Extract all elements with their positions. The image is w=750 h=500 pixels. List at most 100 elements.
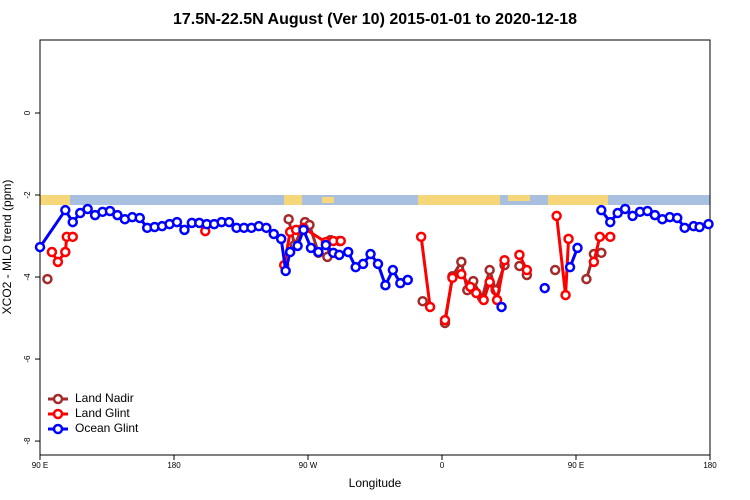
point xyxy=(305,242,317,254)
point xyxy=(74,207,86,219)
point xyxy=(447,272,458,284)
land-mask-band xyxy=(40,195,710,205)
point xyxy=(549,264,561,276)
point xyxy=(223,216,235,228)
point xyxy=(60,204,71,216)
point xyxy=(642,205,653,217)
chart-title: 17.5N-22.5N August (Ver 10) 2015-01-01 t… xyxy=(173,11,577,28)
point xyxy=(581,273,592,285)
y-tick-label: 0 xyxy=(23,110,32,115)
y-axis-label: XCO2 - MLO trend (ppm) xyxy=(0,180,14,315)
point xyxy=(604,216,616,228)
point xyxy=(551,210,562,222)
point xyxy=(372,258,384,270)
legend-marker xyxy=(52,408,64,420)
point xyxy=(365,248,376,260)
point xyxy=(402,274,414,286)
point xyxy=(171,216,183,228)
point xyxy=(320,239,332,251)
point xyxy=(42,273,53,285)
point xyxy=(335,235,347,247)
point xyxy=(694,221,705,233)
point xyxy=(179,224,190,236)
point xyxy=(491,294,503,306)
point xyxy=(612,207,623,219)
point xyxy=(679,222,690,234)
y-tick-label: -8 xyxy=(23,437,32,445)
legend-marker xyxy=(52,423,64,435)
point xyxy=(521,264,533,276)
point xyxy=(67,216,79,228)
y-tick-label: -4 xyxy=(23,273,32,281)
point xyxy=(596,247,607,259)
point xyxy=(34,241,46,253)
point xyxy=(499,254,510,266)
point xyxy=(478,294,489,306)
point xyxy=(334,249,345,261)
point xyxy=(649,209,661,221)
point xyxy=(703,218,714,230)
point xyxy=(357,258,369,270)
point xyxy=(560,289,571,301)
point xyxy=(82,203,93,215)
point xyxy=(417,295,428,307)
point xyxy=(572,242,583,254)
point xyxy=(627,210,638,222)
point xyxy=(484,264,495,276)
legend-item: Ocean Glint xyxy=(48,421,139,435)
point xyxy=(470,287,482,299)
point xyxy=(604,231,616,243)
point xyxy=(563,233,574,245)
legend-label: Land Glint xyxy=(75,406,130,420)
point xyxy=(514,249,525,261)
x-tick-label: 90 E xyxy=(32,461,48,470)
point xyxy=(564,261,576,273)
plot-frame xyxy=(39,39,711,456)
point xyxy=(298,224,309,236)
point xyxy=(52,256,64,268)
point xyxy=(60,246,71,258)
point xyxy=(292,240,303,252)
point xyxy=(484,276,495,288)
point xyxy=(465,281,476,293)
point xyxy=(380,279,391,291)
point xyxy=(268,228,280,240)
point xyxy=(275,233,287,245)
point xyxy=(415,231,427,243)
point xyxy=(134,212,146,224)
point xyxy=(387,264,399,276)
x-tick-label: 90 W xyxy=(299,461,318,470)
point xyxy=(261,222,272,234)
point xyxy=(112,209,123,221)
point xyxy=(496,301,507,313)
point xyxy=(283,213,294,225)
point xyxy=(67,231,79,243)
point xyxy=(284,246,296,258)
point xyxy=(596,204,607,216)
x-tick-label: 90 E xyxy=(568,461,584,470)
point xyxy=(342,246,354,258)
point xyxy=(104,205,116,217)
x-tick-label: 180 xyxy=(703,461,717,470)
point xyxy=(456,256,467,268)
x-tick-label: 180 xyxy=(167,461,181,470)
point xyxy=(671,212,683,224)
point xyxy=(619,203,631,215)
x-tick-label: 0 xyxy=(440,461,445,470)
point xyxy=(424,301,436,313)
point xyxy=(46,246,58,258)
x-axis-label: Longitude xyxy=(349,476,402,490)
point xyxy=(313,246,324,258)
legend-item: Land Glint xyxy=(48,406,130,420)
point xyxy=(456,268,467,280)
point xyxy=(594,231,606,243)
point xyxy=(588,256,600,268)
legend-marker xyxy=(52,393,64,405)
legend-item: Land Nadir xyxy=(48,391,134,405)
legend-label: Land Nadir xyxy=(75,391,134,405)
point xyxy=(280,265,291,277)
point xyxy=(539,282,550,294)
legend-label: Ocean Glint xyxy=(75,421,139,435)
y-tick-label: -6 xyxy=(23,355,32,363)
